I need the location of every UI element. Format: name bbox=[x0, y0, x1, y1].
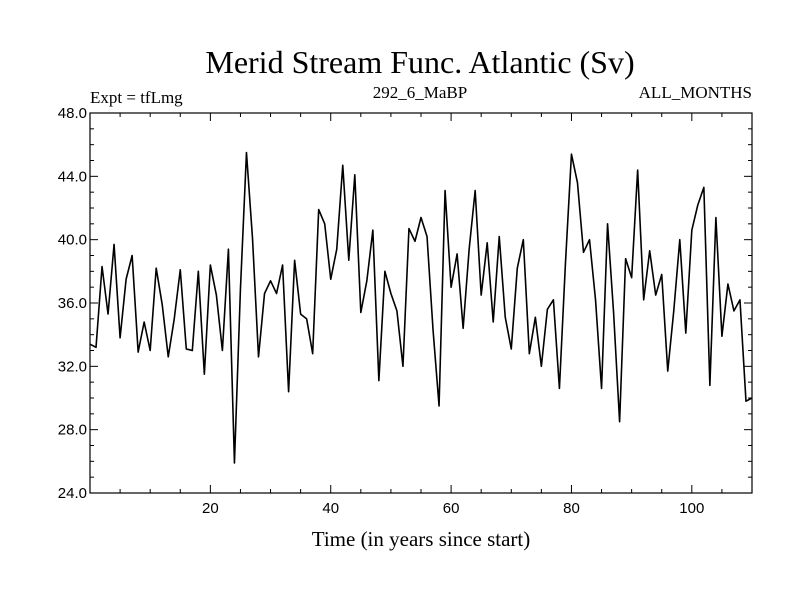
x-tick-label: 100 bbox=[679, 500, 704, 517]
y-tick-label: 48.0 bbox=[58, 105, 87, 122]
series-line bbox=[89, 151, 753, 464]
x-tick-label: 40 bbox=[322, 500, 339, 517]
x-axis: 20 40 60 80 100 bbox=[119, 113, 723, 517]
subtitle-center: 292_6_MaBP bbox=[373, 83, 467, 102]
y-tick-label: 44.0 bbox=[58, 168, 87, 185]
y-tick-label: 40.0 bbox=[58, 232, 87, 249]
y-axis: 24.0 28.0 32.0 36.0 40.0 44.0 48.0 bbox=[58, 105, 752, 502]
x-tick-label: 60 bbox=[443, 500, 460, 517]
x-tick-label: 80 bbox=[563, 500, 580, 517]
series-layer bbox=[89, 151, 753, 464]
y-tick-label: 24.0 bbox=[58, 485, 87, 502]
y-tick-label: 32.0 bbox=[58, 358, 87, 375]
chart-title: Merid Stream Func. Atlantic (Sv) bbox=[205, 44, 634, 80]
subtitle-right: ALL_MONTHS bbox=[639, 83, 752, 102]
x-tick-label: 20 bbox=[202, 500, 219, 517]
plot-frame bbox=[89, 112, 753, 494]
y-tick-label: 28.0 bbox=[58, 422, 87, 439]
y-tick-label: 36.0 bbox=[58, 295, 87, 312]
subtitle-left: Expt = tfLmg bbox=[90, 88, 183, 107]
x-axis-label: Time (in years since start) bbox=[312, 527, 531, 551]
